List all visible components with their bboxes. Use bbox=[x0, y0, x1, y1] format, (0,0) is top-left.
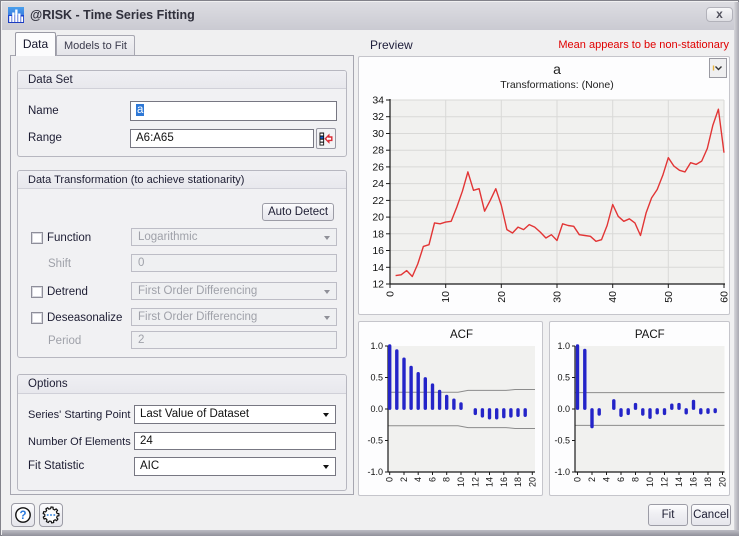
svg-text:10: 10 bbox=[456, 477, 466, 487]
svg-text:2: 2 bbox=[399, 477, 409, 482]
svg-text:16: 16 bbox=[372, 245, 384, 257]
svg-text:1.0: 1.0 bbox=[370, 341, 383, 351]
svg-text:16: 16 bbox=[689, 477, 699, 487]
svg-text:16: 16 bbox=[499, 477, 509, 487]
svg-text:20: 20 bbox=[527, 477, 537, 487]
svg-text:0: 0 bbox=[385, 477, 395, 482]
svg-text:6: 6 bbox=[428, 477, 438, 482]
svg-text:6: 6 bbox=[616, 477, 626, 482]
svg-text:18: 18 bbox=[513, 477, 523, 487]
svg-text:0.0: 0.0 bbox=[557, 404, 570, 414]
svg-text:-1.0: -1.0 bbox=[554, 467, 570, 477]
svg-text:12: 12 bbox=[660, 477, 670, 487]
svg-text:30: 30 bbox=[552, 291, 564, 303]
svg-text:40: 40 bbox=[607, 291, 619, 303]
svg-text:10: 10 bbox=[440, 291, 452, 303]
svg-text:18: 18 bbox=[703, 477, 713, 487]
svg-text:PACF: PACF bbox=[635, 329, 665, 341]
svg-text:14: 14 bbox=[674, 477, 684, 487]
svg-text:20: 20 bbox=[718, 477, 728, 487]
svg-text:4: 4 bbox=[413, 477, 423, 482]
svg-text:14: 14 bbox=[372, 262, 384, 274]
svg-text:10: 10 bbox=[645, 477, 655, 487]
svg-text:?: ? bbox=[19, 510, 26, 522]
svg-text:ACF: ACF bbox=[450, 329, 473, 341]
svg-text:50: 50 bbox=[663, 291, 675, 303]
svg-text:14: 14 bbox=[485, 477, 495, 487]
svg-text:34: 34 bbox=[372, 95, 384, 107]
svg-text:0.5: 0.5 bbox=[370, 373, 383, 383]
svg-text:8: 8 bbox=[631, 477, 641, 482]
svg-text:0: 0 bbox=[573, 477, 583, 482]
svg-text:2: 2 bbox=[587, 477, 597, 482]
svg-text:0.5: 0.5 bbox=[557, 373, 570, 383]
svg-text:0.0: 0.0 bbox=[370, 404, 383, 414]
svg-text:8: 8 bbox=[442, 477, 452, 482]
svg-text:4: 4 bbox=[602, 477, 612, 482]
svg-text:60: 60 bbox=[719, 291, 731, 303]
svg-text:-0.5: -0.5 bbox=[554, 436, 570, 446]
svg-text:20: 20 bbox=[496, 291, 508, 303]
svg-text:12: 12 bbox=[372, 279, 384, 291]
svg-text:0: 0 bbox=[385, 291, 397, 297]
svg-text:30: 30 bbox=[372, 128, 384, 140]
svg-text:32: 32 bbox=[372, 111, 384, 123]
svg-text:24: 24 bbox=[372, 178, 384, 190]
svg-text:-1.0: -1.0 bbox=[367, 467, 383, 477]
svg-text:22: 22 bbox=[372, 195, 384, 207]
svg-text:1.0: 1.0 bbox=[557, 341, 570, 351]
svg-text:26: 26 bbox=[372, 161, 384, 173]
svg-text:28: 28 bbox=[372, 145, 384, 157]
svg-text:18: 18 bbox=[372, 228, 384, 240]
svg-text:20: 20 bbox=[372, 212, 384, 224]
svg-text:12: 12 bbox=[470, 477, 480, 487]
svg-text:-0.5: -0.5 bbox=[367, 436, 383, 446]
